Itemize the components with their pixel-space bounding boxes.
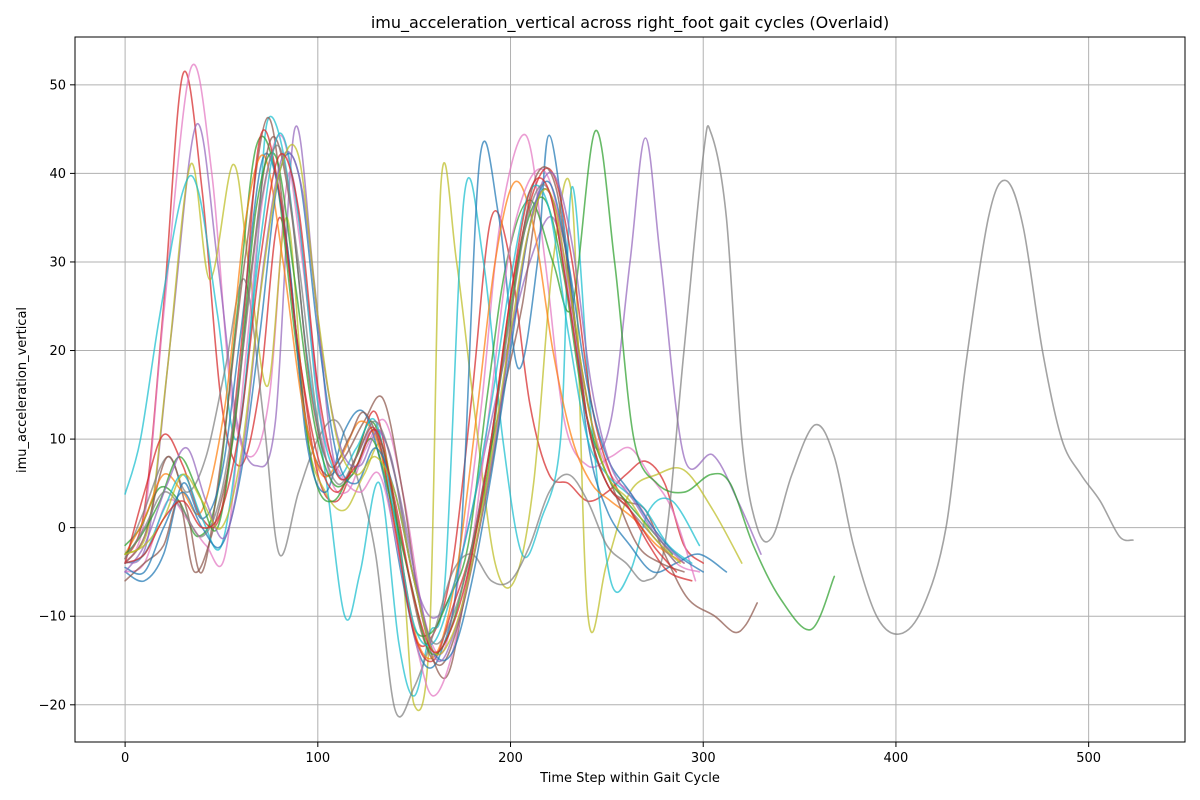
series-line [124,143,681,656]
x-tick-label: 500 [1076,751,1101,766]
x-tick-label: 400 [884,751,909,766]
chart-title: imu_acceleration_vertical across right_f… [371,13,889,33]
y-tick-label: −10 [39,610,66,625]
y-tick-label: 50 [49,78,66,93]
x-tick-label: 300 [691,751,716,766]
y-tick-label: −20 [39,698,66,713]
series-line [124,125,1134,718]
y-tick-label: 10 [49,433,66,448]
x-tick-label: 0 [121,751,129,766]
plot-area-frame [74,36,1186,743]
y-axis-title: imu_acceleration_vertical [15,307,30,473]
x-axis-title: Time Step within Gait Cycle [539,771,720,786]
y-tick-label: 20 [49,344,66,359]
y-tick-label: 0 [58,521,66,536]
y-tick-label: 30 [49,255,66,270]
series-line [124,123,762,619]
y-tick-label: 40 [49,167,66,182]
x-tick-label: 200 [498,751,523,766]
x-tick-label: 100 [305,751,330,766]
series-line [124,153,678,654]
axis-ticks: 0 100 200 300 400 500 −20 −10 0 10 20 30 40 50 [39,78,1101,766]
series-line [124,63,697,655]
series-group [124,63,1134,718]
